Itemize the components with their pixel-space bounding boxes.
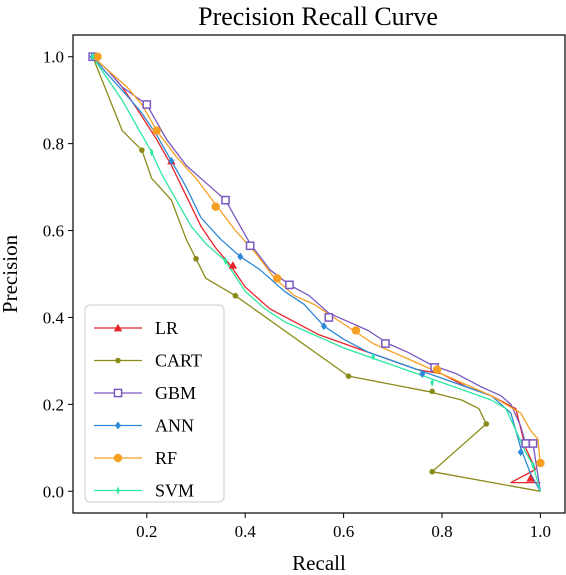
series-marker-gbm [142, 100, 152, 109]
legend-box [84, 304, 225, 503]
series-marker-gbm [221, 195, 230, 205]
series-marker-gbm [521, 439, 530, 448]
x-tick-label: 1.0 [530, 522, 551, 541]
series-marker-rf [93, 52, 102, 61]
series-marker-ann [419, 369, 426, 378]
chart-title: Precision Recall Curve [198, 2, 438, 31]
series-marker-lr [526, 474, 535, 482]
series-marker-cart [193, 255, 199, 262]
series-marker-cart [429, 388, 435, 395]
series-marker-rf [536, 458, 545, 468]
series-marker-cart [429, 468, 435, 475]
series-line-svm [92, 56, 542, 492]
plot-lines [92, 56, 542, 492]
y-tick-label: 1.0 [43, 48, 64, 67]
series-marker-cart [232, 292, 239, 299]
series-marker-cart [345, 373, 352, 379]
series-line-cart [92, 56, 541, 492]
plot-frame [72, 34, 566, 514]
series-marker-rf [351, 326, 360, 335]
series-marker-gbm [324, 313, 334, 322]
series-marker-gbm [245, 241, 255, 251]
plot-markers [88, 52, 545, 482]
y-tick-label: 0.0 [43, 482, 64, 501]
y-tick-label: 0.4 [43, 308, 65, 327]
legend-marker-ann [115, 421, 121, 430]
legend-marker-rf [113, 453, 123, 463]
series-marker-svm [531, 461, 535, 470]
series-marker-ann [517, 448, 524, 457]
legend-entries: LR CART GBM ANN RF SVM [94, 318, 202, 501]
legend-label-svm: SVM [155, 481, 194, 501]
series-marker-cart [483, 421, 490, 427]
series-marker-ann [320, 322, 327, 331]
series-marker-gbm [285, 280, 294, 290]
x-tick-label: 0.2 [136, 522, 157, 541]
x-tick-label: 0.6 [333, 522, 354, 541]
legend: LR CART GBM ANN RF SVM [84, 304, 225, 503]
series-marker-ann [168, 157, 175, 166]
series-line-rf [92, 56, 542, 466]
legend-marker-svm [116, 486, 120, 495]
series-marker-svm [430, 378, 434, 387]
series-marker-rf [211, 202, 220, 211]
series-marker-rf [433, 365, 442, 374]
y-axis-label: Precision [0, 234, 22, 313]
legend-marker-lr [113, 323, 123, 332]
axis-ticks: 0.2 0.4 0.6 0.8 1.0 0.0 0.2 0.4 0.6 0.8 1.0 [43, 48, 551, 541]
legend-marker-cart [115, 357, 121, 364]
series-marker-lr [228, 261, 238, 269]
x-tick-label: 0.8 [431, 522, 452, 541]
legend-label-lr: LR [155, 318, 178, 338]
x-axis-label: Recall [292, 551, 346, 575]
y-tick-label: 0.8 [43, 135, 64, 154]
x-tick-label: 0.4 [235, 522, 257, 541]
series-line-gbm [92, 56, 542, 492]
y-tick-label: 0.6 [43, 222, 64, 241]
series-marker-rf [152, 126, 161, 135]
legend-label-ann: ANN [155, 416, 194, 436]
legend-label-gbm: GBM [155, 383, 196, 403]
series-marker-svm [371, 352, 375, 361]
y-tick-label: 0.2 [43, 395, 64, 414]
legend-marker-gbm [113, 388, 123, 398]
series-marker-svm [223, 256, 228, 265]
legend-label-cart: CART [155, 351, 202, 371]
series-marker-svm [149, 148, 154, 157]
series-marker-rf [273, 274, 282, 283]
series-marker-gbm [381, 339, 390, 348]
series-marker-ann [237, 252, 244, 261]
series-marker-gbm [528, 439, 538, 448]
legend-label-rf: RF [155, 448, 177, 468]
series-marker-cart [139, 147, 145, 153]
series-marker-svm [90, 52, 95, 61]
